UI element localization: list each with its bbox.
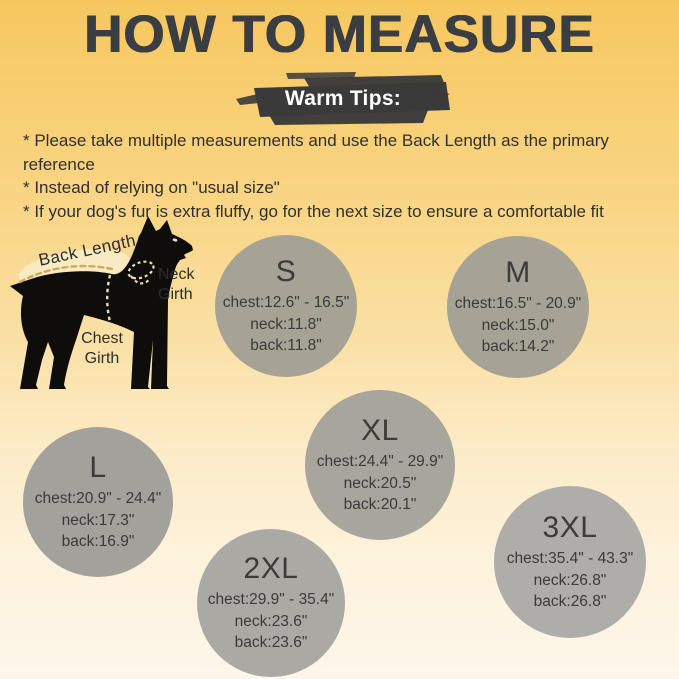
size-back: back:16.9"	[61, 533, 135, 551]
chest-girth-label-line2: Girth	[84, 350, 120, 367]
neck-girth-label: Neck Girth	[158, 265, 194, 305]
size-back: back:26.8"	[533, 593, 607, 611]
size-bubble-xl: XL chest:24.4" - 29.9" neck:20.5" back:2…	[305, 390, 455, 540]
size-bubble-m: M chest:16.5" - 20.9" neck:15.0" back:14…	[447, 236, 589, 378]
warm-tips-banner: Warm Tips:	[236, 72, 450, 126]
size-chest-range: chest:20.9" - 24.4"	[34, 490, 162, 508]
page-title: HOW TO MEASURE	[84, 5, 595, 64]
dog-body	[10, 216, 193, 389]
neck-girth-dash-loop	[130, 275, 151, 285]
size-neck: neck:17.3"	[61, 511, 135, 529]
chest-girth-dash-line	[106, 274, 114, 330]
size-neck: neck:15.0"	[481, 316, 555, 334]
size-label: M	[505, 256, 531, 290]
size-bubble-l: L chest:20.9" - 24.4" neck:17.3" back:16…	[23, 427, 173, 577]
tip-line-2: * Instead of relying on "usual size"	[23, 178, 280, 197]
back-length-dash-line	[18, 264, 114, 284]
neck-girth-dash-line	[127, 260, 155, 280]
tips-list: * Please take multiple measurements and …	[23, 129, 663, 223]
dog-eye	[172, 238, 178, 242]
size-bubble-3xl: 3XL chest:35.4" - 43.3" neck:26.8" back:…	[494, 486, 646, 638]
size-label: 2XL	[243, 552, 299, 586]
size-neck: neck:11.8"	[250, 315, 322, 333]
warm-tips-label: Warm Tips:	[284, 87, 402, 110]
chest-girth-label-line1: Chest	[81, 330, 123, 347]
size-chest-range: chest:16.5" - 20.9"	[454, 295, 582, 313]
tip-line-3: * If your dog's fur is extra fluffy, go …	[23, 201, 604, 221]
size-bubble-2xl: 2XL chest:29.9" - 35.4" neck:23.6" back:…	[197, 529, 345, 677]
size-back: back:14.2"	[481, 338, 555, 356]
neck-girth-label-line2: Girth	[158, 286, 193, 303]
size-chest-range: chest:12.6" - 16.5"	[222, 294, 350, 312]
size-chest-range: chest:29.9" - 35.4"	[207, 591, 335, 609]
dog-silhouette-icon	[10, 216, 193, 389]
size-label: S	[275, 255, 297, 289]
size-label: XL	[361, 414, 399, 448]
tip-line-1: * Please take multiple measurements and …	[23, 131, 609, 174]
size-chest-range: chest:35.4" - 43.3"	[506, 550, 634, 568]
size-neck: neck:20.5"	[343, 474, 417, 492]
neck-girth-label-line1: Neck	[158, 266, 195, 283]
chest-girth-label: Chest Girth	[74, 329, 130, 369]
size-chest-range: chest:24.4" - 29.9"	[316, 453, 444, 471]
size-bubble-s: S chest:12.6" - 16.5" neck:11.8" back:11…	[215, 235, 357, 377]
size-back: back:23.6"	[234, 634, 308, 652]
size-label: L	[89, 451, 107, 485]
size-back: back:11.8"	[250, 337, 322, 355]
brush-stroke-icon	[236, 72, 450, 125]
dog-measurement-diagram	[0, 212, 200, 394]
size-label: 3XL	[542, 511, 598, 545]
size-back: back:20.1"	[343, 496, 417, 514]
size-neck: neck:23.6"	[234, 612, 308, 630]
size-neck: neck:26.8"	[533, 571, 607, 589]
